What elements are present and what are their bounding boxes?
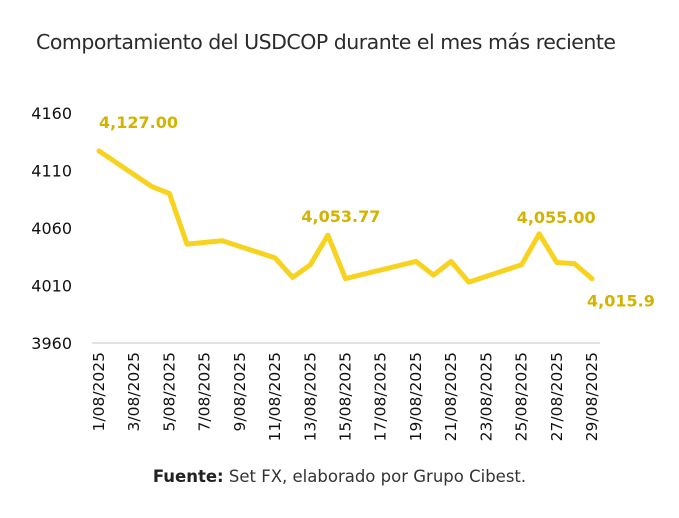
data-labels: 4,127.00 4,053.77 4,055.00 4,015.9	[99, 113, 655, 311]
usdcop-series-line	[96, 148, 595, 285]
data-label: 4,127.00	[99, 113, 178, 132]
chart-title: Comportamiento del USDCOP durante el mes…	[36, 30, 616, 54]
x-tick-label: 5/08/2025	[160, 352, 178, 431]
x-tick-label: 27/08/2025	[548, 352, 566, 441]
y-tick-label: 4060	[31, 219, 72, 238]
y-tick-label: 4160	[31, 104, 72, 123]
x-tick-label: 19/08/2025	[407, 352, 425, 441]
data-label: 4,015.9	[587, 292, 655, 311]
x-tick-label: 7/08/2025	[196, 352, 214, 431]
x-axis: 1/08/2025 3/08/2025 5/08/2025 7/08/2025 9/08…	[90, 352, 601, 441]
x-tick-label: 3/08/2025	[125, 352, 143, 431]
x-tick-label: 25/08/2025	[513, 352, 531, 441]
source-prefix: Fuente:	[152, 467, 224, 486]
data-label: 4,053.77	[301, 207, 380, 226]
y-axis: 4160 4110 4060 4010 3960	[31, 104, 72, 353]
y-tick-label: 4010	[31, 277, 72, 296]
y-tick-label: 3960	[31, 334, 72, 353]
x-tick-label: 29/08/2025	[583, 352, 601, 441]
x-tick-label: 13/08/2025	[301, 352, 319, 441]
x-tick-label: 21/08/2025	[442, 352, 460, 441]
x-tick-label: 11/08/2025	[266, 352, 284, 441]
source-note: Fuente: Set FX, elaborado por Grupo Cibe…	[0, 467, 679, 486]
y-tick-label: 4110	[31, 162, 72, 181]
x-tick-label: 9/08/2025	[231, 352, 249, 431]
data-label: 4,055.00	[517, 208, 596, 227]
source-text: Set FX, elaborado por Grupo Cibest.	[223, 467, 527, 486]
x-tick-label: 17/08/2025	[372, 352, 390, 441]
x-tick-label: 1/08/2025	[90, 352, 108, 431]
x-tick-label: 15/08/2025	[337, 352, 355, 441]
x-tick-label: 23/08/2025	[477, 352, 495, 441]
